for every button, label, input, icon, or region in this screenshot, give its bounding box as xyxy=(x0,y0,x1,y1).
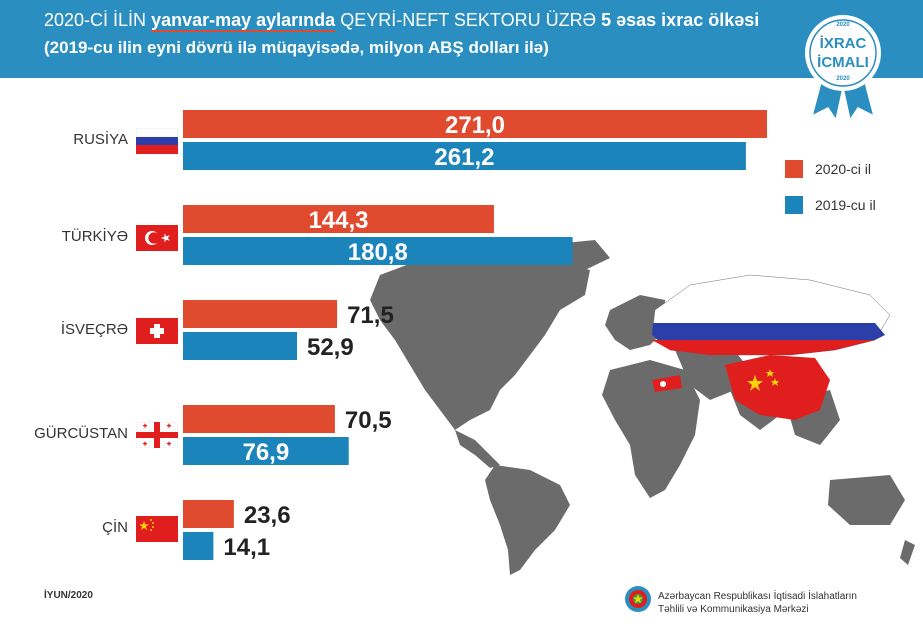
bar-label-2020-4: 23,6 xyxy=(244,502,291,529)
bar-2020-1 xyxy=(183,205,494,233)
bar-2019-1 xyxy=(183,237,573,265)
chart-legend: 2020-ci il 2019-cu il xyxy=(785,158,876,230)
country-label-china: ÇİN xyxy=(102,519,128,536)
bar-2019-4 xyxy=(183,532,214,560)
bar-label-2019-3: 76,9 xyxy=(242,439,289,466)
bar-label-2019-4: 14,1 xyxy=(223,534,270,561)
footer-org-line2: Təhlili və Kommunikasiya Mərkəzi xyxy=(658,604,809,615)
azerbaijan-emblem-icon xyxy=(625,586,651,612)
bar-label-2019-2: 52,9 xyxy=(307,334,354,361)
bar-2020-0 xyxy=(183,110,767,138)
bar-label-2019-0: 261,2 xyxy=(434,144,494,171)
north-america-shape xyxy=(370,250,590,430)
legend-item-2020: 2020-ci il xyxy=(785,158,876,180)
georgia-flag-icon xyxy=(136,422,178,448)
title-bold: 5 əsas ixrac ölkəsi xyxy=(601,10,760,30)
page-subtitle: (2019-cu ilin eyni dövrü ilə müqayisədə,… xyxy=(44,38,549,57)
footer-org-line1: Azərbaycan Respublikası İqtisadi İslahat… xyxy=(658,591,857,602)
bar-2019-2 xyxy=(183,332,297,360)
svg-text:2020: 2020 xyxy=(836,22,850,28)
bar-label-2019-1: 180,8 xyxy=(348,239,408,266)
turkey-region xyxy=(652,375,682,392)
title-part2: QEYRİ-NEFT SEKTORU ÜZRƏ xyxy=(340,10,597,30)
bar-2020-4 xyxy=(183,500,234,528)
footer-organization: Azərbaycan Respublikası İqtisadi İslahat… xyxy=(658,590,857,616)
bar-chart: 271,0 261,2 144,3 180,8 71,5 52,9 70,5 76,9 23,6… xyxy=(183,110,767,561)
legend-swatch-2019 xyxy=(785,196,803,214)
bar-2019-3 xyxy=(183,437,349,465)
legend-item-2019: 2019-cu il xyxy=(785,194,876,216)
bar-2020-2 xyxy=(183,300,338,328)
china-flag-icon xyxy=(136,516,178,542)
switzerland-flag-icon xyxy=(136,318,178,344)
svg-text:İXRAC: İXRAC xyxy=(820,35,867,52)
title-part1: 2020-Cİ İLİN xyxy=(44,10,147,30)
page-title: 2020-Cİ İLİN yanvar-may aylarında QEYRİ-… xyxy=(44,10,760,32)
bar-label-2020-1: 144,3 xyxy=(308,207,368,234)
legend-label-2019: 2019-cu il xyxy=(815,197,876,213)
country-label-georgia: GÜRCÜSTAN xyxy=(34,425,128,442)
bar-2019-0 xyxy=(183,142,746,170)
africa-shape xyxy=(602,360,700,498)
south-america-shape xyxy=(485,465,570,575)
country-label-russia: RUSİYA xyxy=(73,131,128,148)
legend-swatch-2020 xyxy=(785,160,803,178)
bar-2020-3 xyxy=(183,405,335,433)
china-region xyxy=(725,355,830,420)
country-label-turkey: TÜRKİYƏ xyxy=(61,228,128,245)
footer-date: İYUN/2020 xyxy=(44,590,93,601)
svg-text:İCMALI: İCMALI xyxy=(817,54,869,71)
bar-label-2020-0: 271,0 xyxy=(445,112,505,139)
export-review-badge: 2020 İXRAC İCMALI 2020 xyxy=(805,15,881,120)
legend-label-2020: 2020-ci il xyxy=(815,161,872,177)
svg-text:2020: 2020 xyxy=(836,76,850,82)
bar-label-2020-2: 71,5 xyxy=(347,302,394,329)
header-banner: 2020-Cİ İLİN yanvar-may aylarında QEYRİ-… xyxy=(0,0,923,78)
world-map xyxy=(370,240,915,575)
russia-flag-icon xyxy=(136,128,178,154)
country-label-switzerland: İSVEÇRƏ xyxy=(60,321,128,338)
bar-label-2020-3: 70,5 xyxy=(345,407,392,434)
turkey-flag-icon xyxy=(136,225,178,251)
title-highlight: yanvar-may aylarında xyxy=(151,10,336,32)
